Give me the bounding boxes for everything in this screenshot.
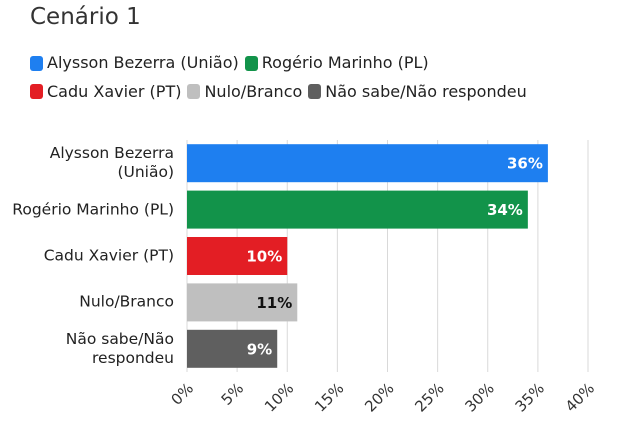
y-tick-label: Alysson Bezerra (União) [49, 144, 174, 182]
legend-swatch [30, 55, 43, 71]
x-tick-label: 35% [512, 379, 548, 415]
legend-item: Rogério Marinho (PL) [244, 50, 429, 76]
value-label: 9% [247, 340, 272, 358]
x-tick-label: 25% [411, 379, 447, 415]
legend-label: Cadu Xavier (PT) [47, 81, 182, 101]
legend-label: Não sabe/Não respondeu [325, 81, 527, 101]
value-label: 36% [507, 155, 543, 173]
value-label: 34% [487, 201, 523, 219]
chart-title: Cenário 1 [30, 4, 141, 30]
bar [187, 237, 288, 275]
x-tick-label: 5% [218, 379, 248, 409]
bar [187, 190, 528, 229]
legend-label: Rogério Marinho (PL) [261, 53, 429, 72]
legend-label: Nulo/Branco [204, 81, 303, 101]
legend: Alysson Bezerra (União) Rogério Marinho (… [30, 50, 630, 107]
y-tick-label: Cadu Xavier (PT) [43, 246, 174, 265]
value-label: 10% [246, 248, 282, 266]
y-tick-label: Nulo/Branco [79, 292, 174, 311]
legend-item: Não sabe/Não respondeu [308, 79, 527, 105]
y-tick-label: Rogério Marinho (PL) [12, 200, 174, 219]
legend-item: Alysson Bezerra (União) [30, 50, 239, 76]
legend-swatch [30, 84, 43, 99]
x-tick-label: 40% [562, 379, 598, 415]
legend-label: Alysson Bezerra (União) [47, 53, 239, 72]
legend-item: Nulo/Branco [187, 79, 302, 105]
x-tick-label: 10% [261, 379, 297, 415]
x-tick-label: 20% [361, 379, 397, 415]
bar [187, 329, 278, 368]
legend-swatch [244, 55, 258, 71]
x-tick-label: 30% [461, 379, 497, 415]
x-tick-label: 15% [311, 379, 347, 415]
x-tick-label: 0% [167, 379, 197, 409]
y-tick-label: Não sabe/Não respondeu [65, 329, 174, 367]
legend-item: Cadu Xavier (PT) [30, 79, 181, 105]
legend-swatch [187, 84, 201, 99]
bar [187, 283, 298, 322]
bar [187, 144, 548, 183]
legend-swatch [308, 84, 322, 99]
value-label: 11% [256, 294, 292, 312]
